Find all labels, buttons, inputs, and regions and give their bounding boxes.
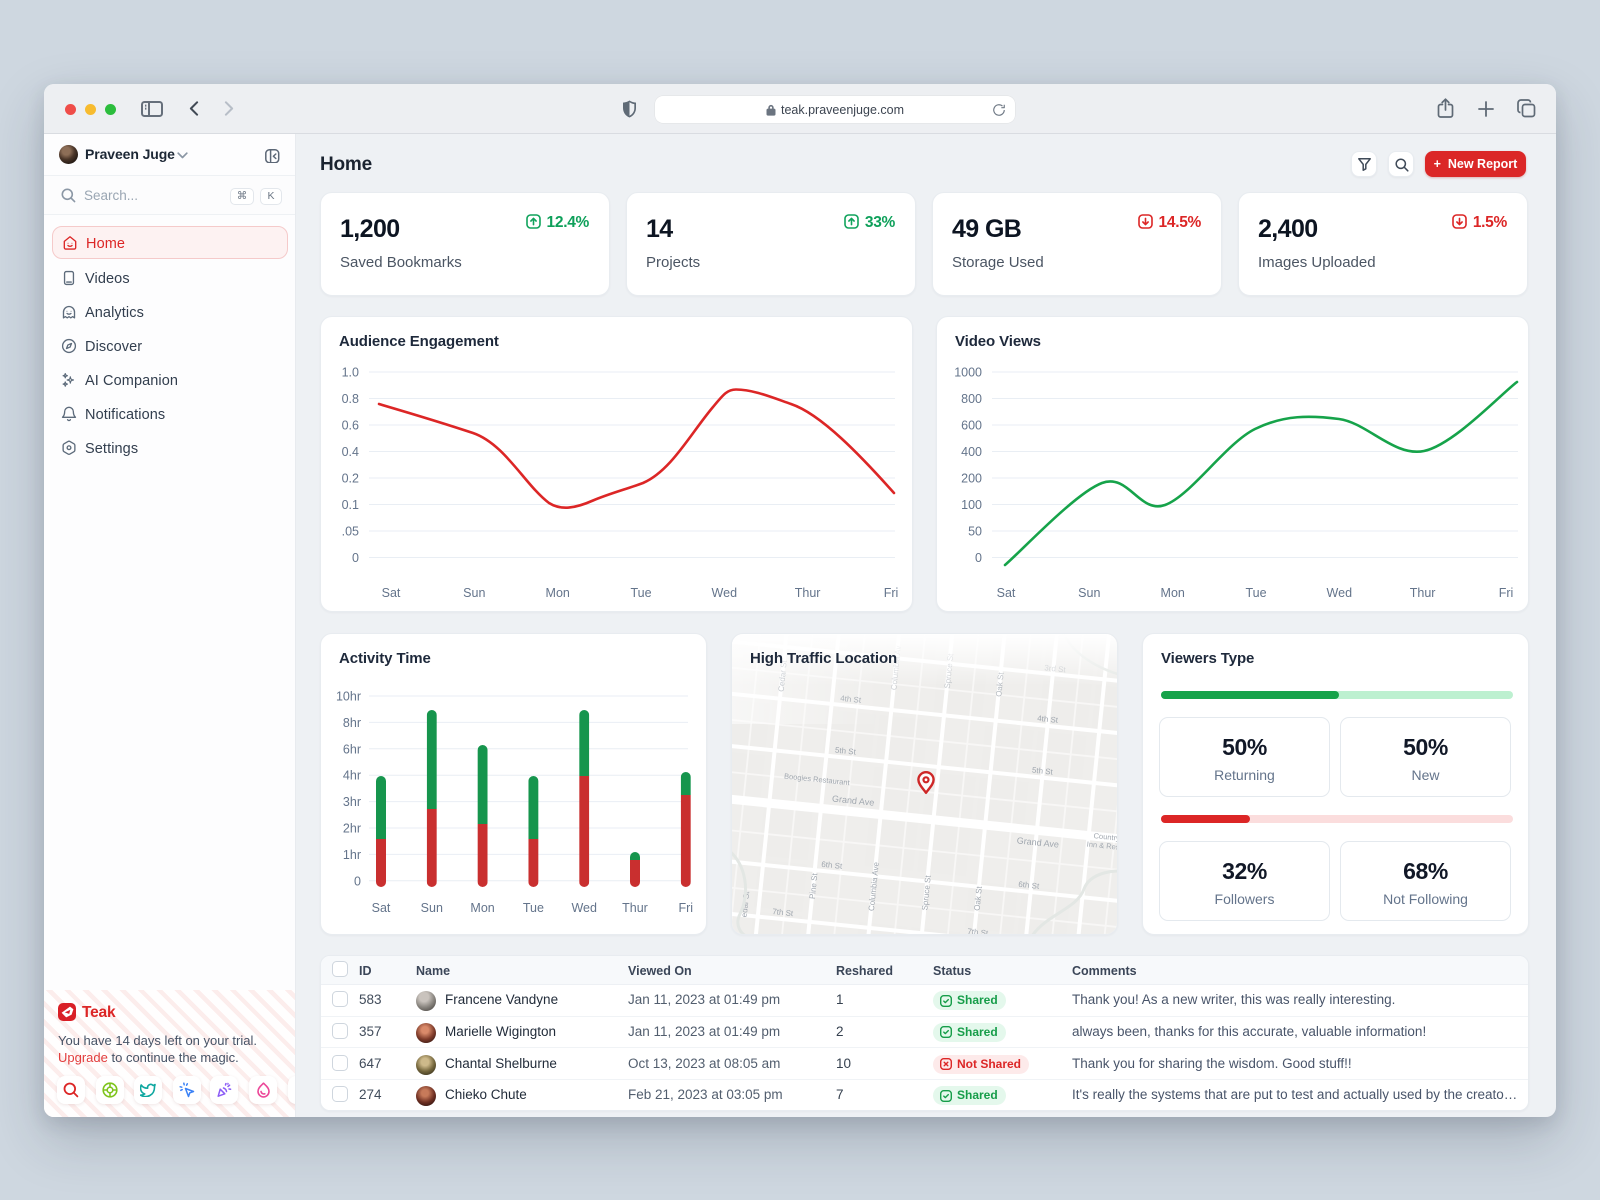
svg-text:Inn & Rest: Inn & Rest bbox=[1086, 839, 1118, 852]
svg-text:Oak St: Oak St bbox=[973, 885, 985, 911]
svg-text:Sun: Sun bbox=[1078, 586, 1100, 600]
svg-text:6hr: 6hr bbox=[343, 742, 361, 756]
svg-text:10hr: 10hr bbox=[336, 690, 361, 704]
svg-text:1.0: 1.0 bbox=[342, 366, 359, 380]
svg-text:7th St: 7th St bbox=[967, 927, 989, 935]
svg-text:1hr: 1hr bbox=[343, 848, 361, 862]
svg-text:Pine St: Pine St bbox=[808, 872, 820, 899]
svg-text:Mon: Mon bbox=[546, 586, 570, 600]
svg-text:5th St: 5th St bbox=[1032, 766, 1054, 777]
svg-text:Wed: Wed bbox=[1327, 586, 1353, 600]
svg-text:Sat: Sat bbox=[372, 901, 391, 915]
svg-text:50: 50 bbox=[968, 525, 982, 539]
svg-text:Sat: Sat bbox=[997, 586, 1016, 600]
svg-text:0.2: 0.2 bbox=[342, 472, 359, 486]
svg-text:Tue: Tue bbox=[523, 901, 544, 915]
svg-text:2hr: 2hr bbox=[343, 822, 361, 836]
svg-text:3hr: 3hr bbox=[343, 795, 361, 809]
svg-text:Country F: Country F bbox=[1093, 831, 1118, 843]
svg-text:6th St: 6th St bbox=[1018, 880, 1040, 891]
svg-text:Grand Ave: Grand Ave bbox=[1016, 835, 1059, 849]
svg-text:800: 800 bbox=[961, 392, 982, 406]
svg-text:Wed: Wed bbox=[571, 901, 597, 915]
svg-text:5th St: 5th St bbox=[835, 746, 857, 757]
svg-text:Spruce St: Spruce St bbox=[920, 874, 933, 911]
svg-text:Thur: Thur bbox=[1410, 586, 1436, 600]
svg-text:400: 400 bbox=[961, 445, 982, 459]
svg-text:8hr: 8hr bbox=[343, 716, 361, 730]
svg-text:0.6: 0.6 bbox=[342, 419, 359, 433]
svg-text:Tue: Tue bbox=[1245, 586, 1266, 600]
svg-text:Mon: Mon bbox=[470, 901, 494, 915]
svg-text:Fri: Fri bbox=[1499, 586, 1514, 600]
svg-text:4th St: 4th St bbox=[1037, 714, 1059, 725]
svg-text:.05: .05 bbox=[342, 525, 359, 539]
svg-text:Fri: Fri bbox=[679, 901, 694, 915]
svg-text:200: 200 bbox=[961, 472, 982, 486]
svg-text:Thur: Thur bbox=[622, 901, 648, 915]
svg-text:6th St: 6th St bbox=[821, 860, 843, 871]
svg-text:Sat: Sat bbox=[382, 586, 401, 600]
svg-text:Mon: Mon bbox=[1161, 586, 1185, 600]
svg-text:7th St: 7th St bbox=[772, 907, 794, 918]
svg-text:0.4: 0.4 bbox=[342, 445, 359, 459]
svg-text:Wed: Wed bbox=[712, 586, 738, 600]
svg-text:0.1: 0.1 bbox=[342, 498, 359, 512]
svg-text:4hr: 4hr bbox=[343, 769, 361, 783]
svg-text:Fri: Fri bbox=[884, 586, 899, 600]
svg-text:0: 0 bbox=[352, 551, 359, 565]
svg-text:edar St: edar St bbox=[740, 890, 752, 917]
svg-text:1000: 1000 bbox=[954, 366, 982, 380]
svg-text:0: 0 bbox=[354, 874, 361, 888]
svg-text:Sun: Sun bbox=[421, 901, 443, 915]
svg-text:Sun: Sun bbox=[463, 586, 485, 600]
svg-text:Tue: Tue bbox=[630, 586, 651, 600]
svg-text:0: 0 bbox=[975, 551, 982, 565]
svg-text:Grand Ave: Grand Ave bbox=[832, 794, 875, 808]
svg-text:Thur: Thur bbox=[795, 586, 821, 600]
svg-text:100: 100 bbox=[961, 498, 982, 512]
svg-text:600: 600 bbox=[961, 419, 982, 433]
svg-text:0.8: 0.8 bbox=[342, 392, 359, 406]
